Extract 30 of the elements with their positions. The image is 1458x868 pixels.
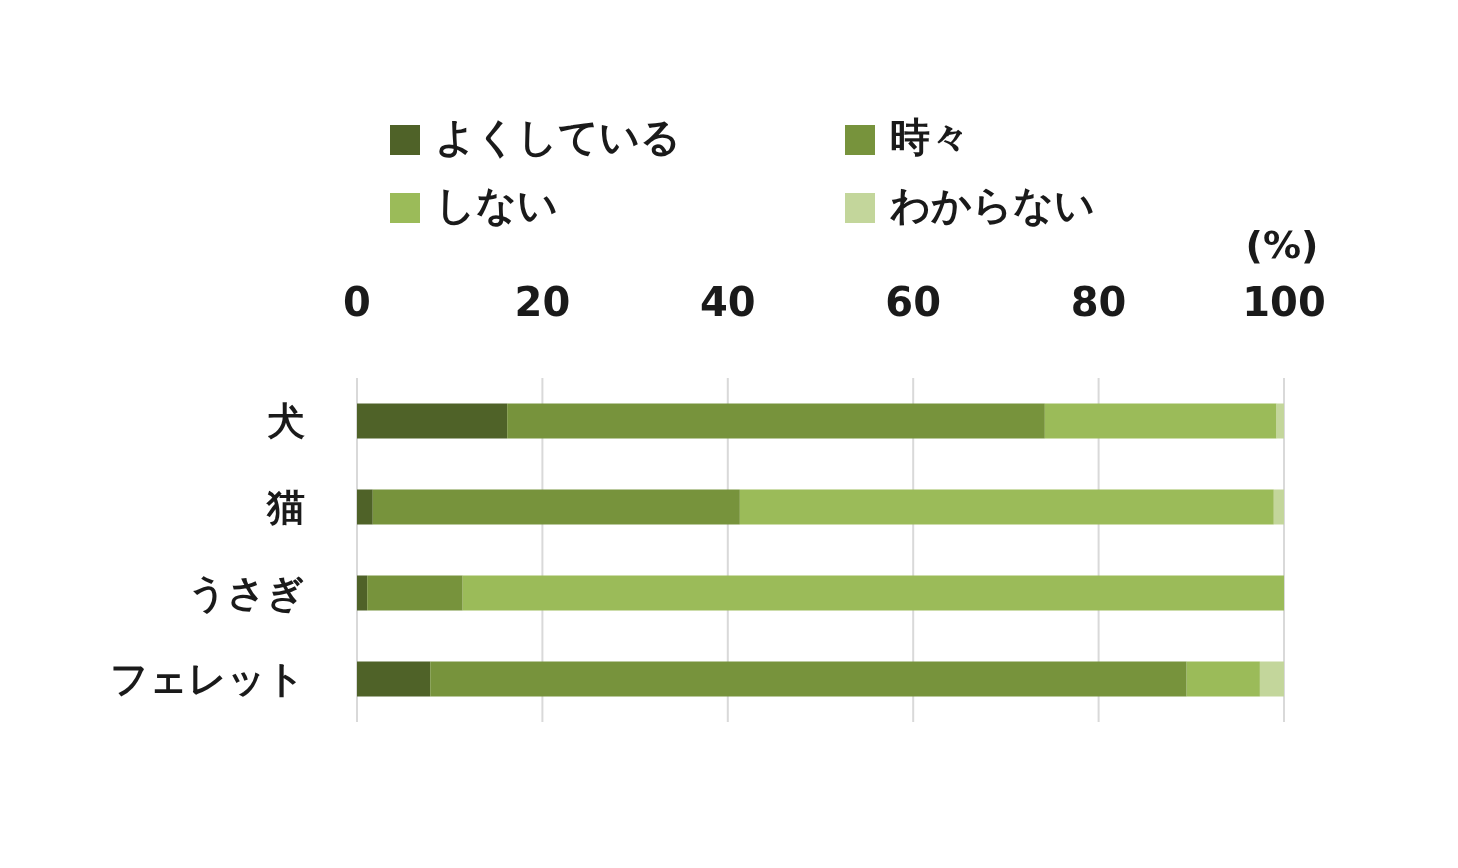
bar [357,661,431,697]
bar [462,575,1284,611]
bar [357,403,508,439]
legend-label: よくしている [435,114,681,160]
bar [1186,661,1260,697]
bar [1276,403,1284,439]
bar [1044,403,1277,439]
x-tick-label: 20 [514,279,571,325]
y-tick-label: 猫 [266,485,305,529]
legend-label: しない [435,182,558,228]
bar [507,403,1045,439]
y-tick-label: 犬 [267,399,305,443]
legend-label: わからない [890,182,1095,228]
bar [357,489,373,525]
bar [1273,489,1284,525]
x-tick-label: 40 [699,279,756,325]
x-axis-title: (%) [1245,223,1319,267]
x-tick-label: 60 [885,279,942,325]
bar [739,489,1274,525]
y-tick-label: フェレット [110,657,305,701]
legend-label: 時々 [890,114,970,160]
bar [372,489,740,525]
x-tick-label: 0 [343,279,371,325]
x-tick-label: 80 [1070,279,1127,325]
bar [367,575,463,611]
bar [357,575,368,611]
bar [430,661,1187,697]
y-tick-label: うさぎ [188,571,305,615]
bar [1259,661,1284,697]
x-tick-label: 100 [1242,279,1326,325]
